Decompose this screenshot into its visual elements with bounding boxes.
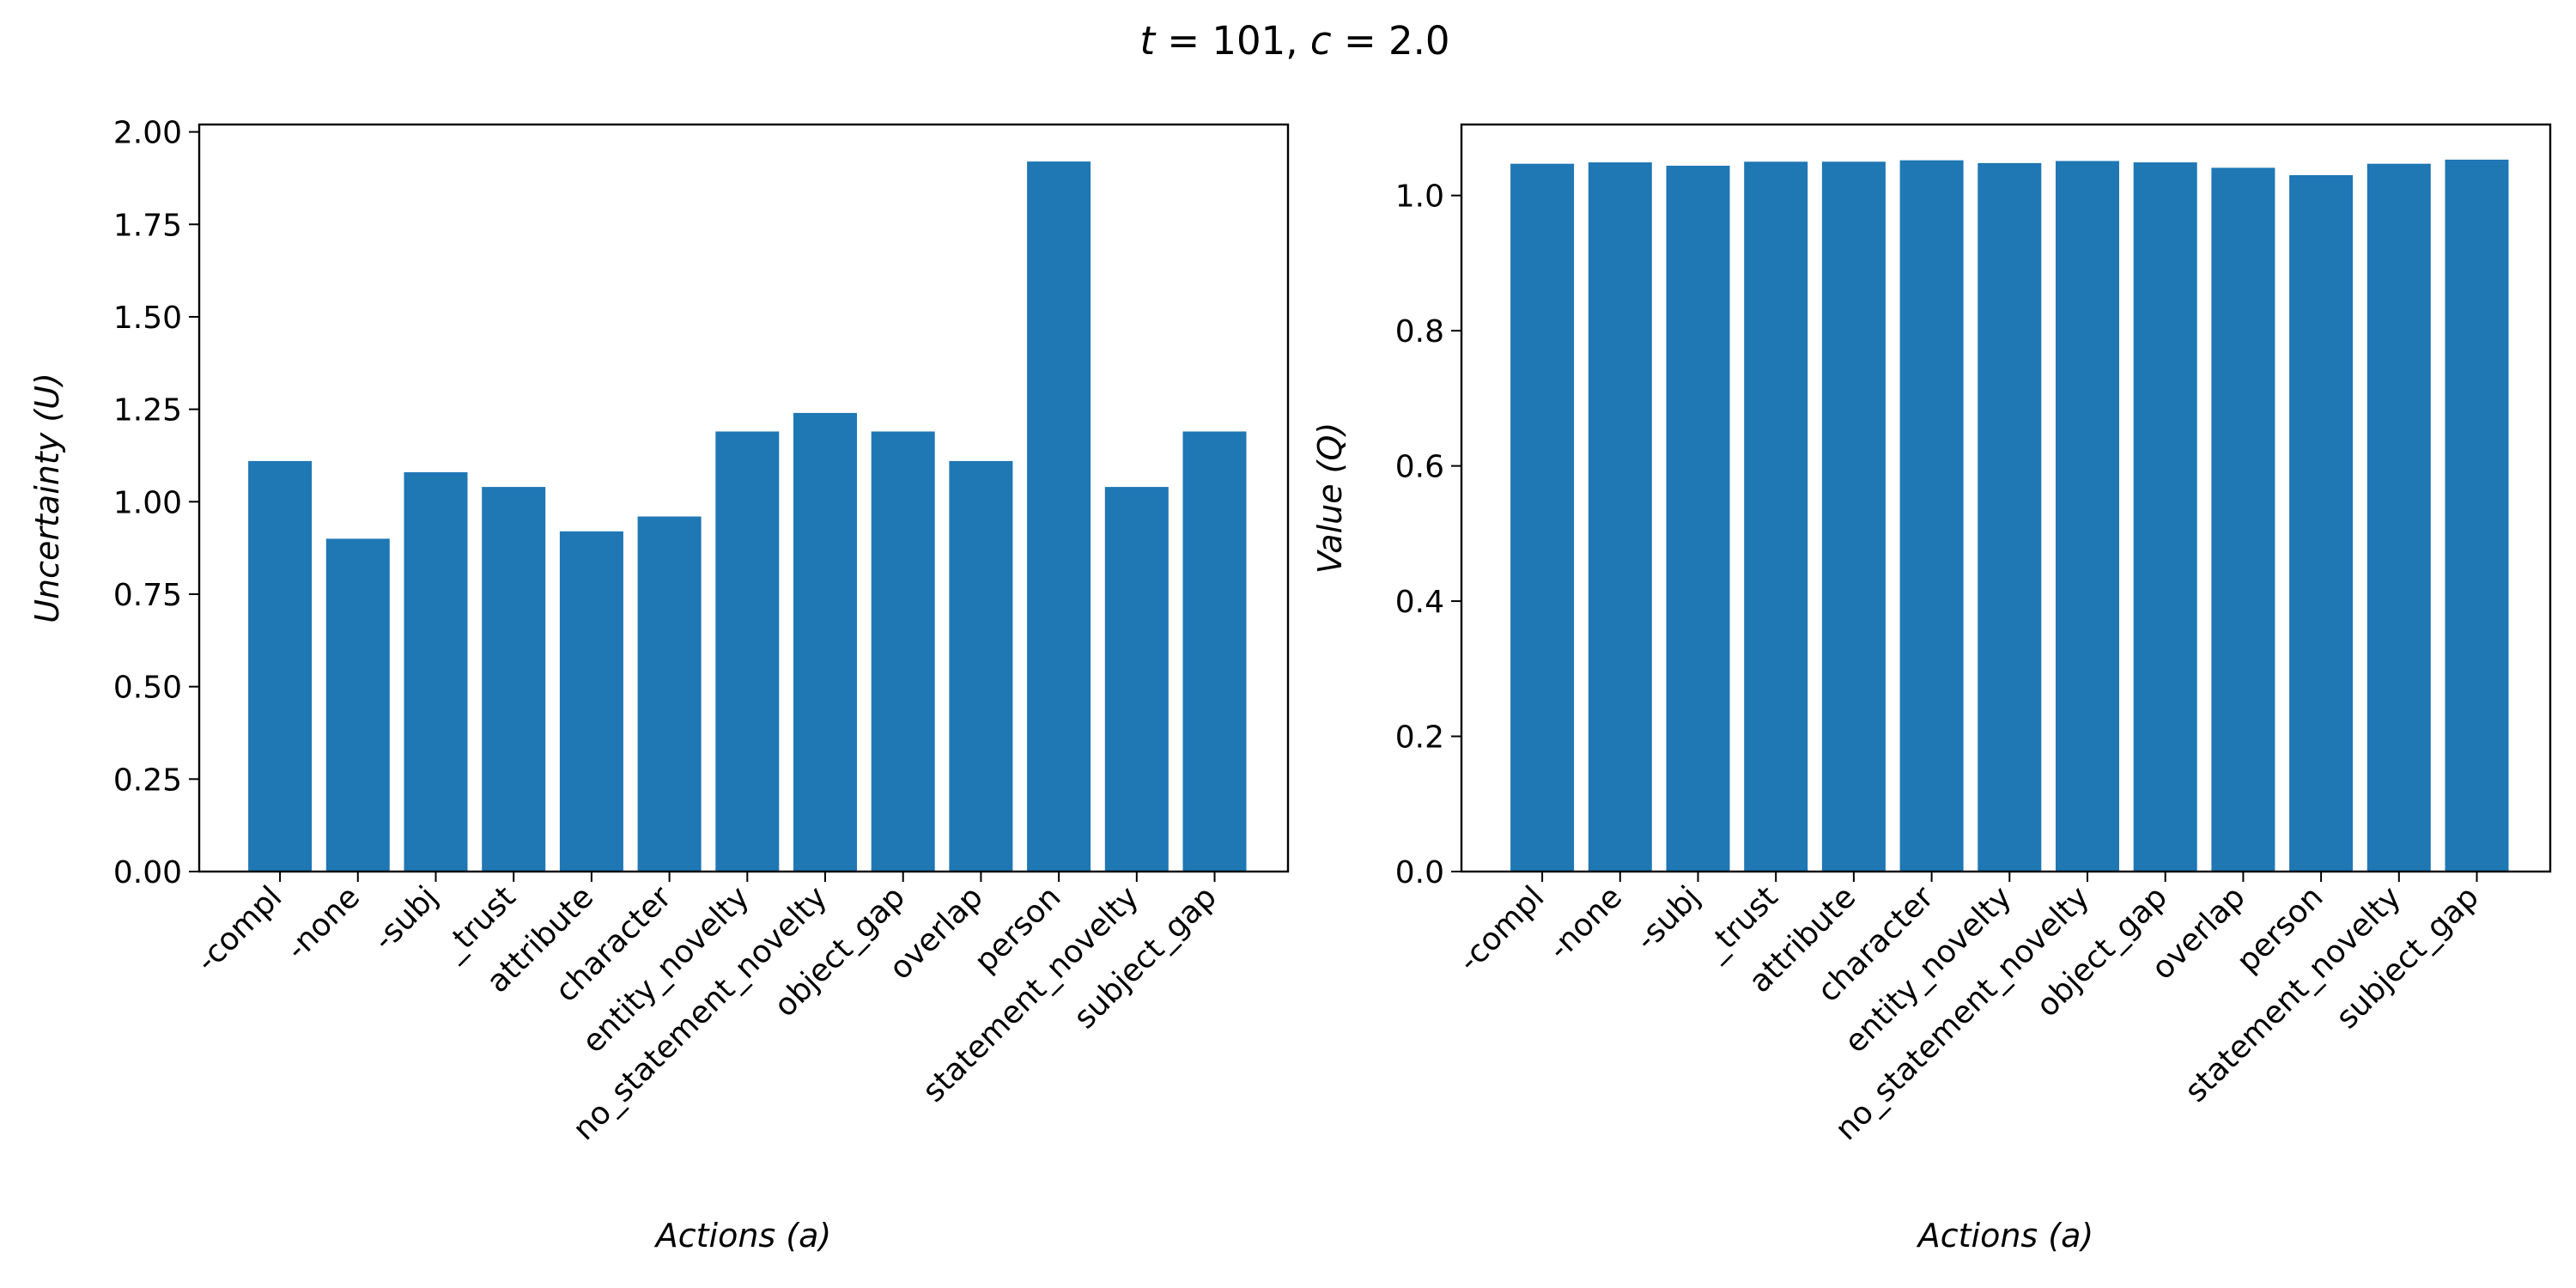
y-tick-label: 0.25 bbox=[113, 762, 182, 798]
bar-subj bbox=[1666, 166, 1730, 872]
bar-trust bbox=[1744, 161, 1808, 872]
bar-compl bbox=[248, 460, 313, 872]
y-tick-label: 1.75 bbox=[113, 208, 182, 243]
bar-overlap bbox=[2211, 167, 2275, 872]
bar-none bbox=[1588, 162, 1652, 872]
y-tick-label: 1.00 bbox=[113, 485, 182, 520]
y-tick-label: 0.0 bbox=[1395, 855, 1444, 890]
bar-character bbox=[637, 516, 702, 872]
x-tick-label-none: -none bbox=[279, 879, 367, 967]
bar-statement-novelty bbox=[2366, 163, 2431, 872]
y-tick-label: 0.50 bbox=[113, 671, 182, 706]
bar-subject-gap bbox=[1182, 431, 1247, 872]
value-panel: 0.00.20.40.60.81.0-compl-none -subj_trust… bbox=[1311, 123, 2552, 1255]
bar-trust bbox=[482, 487, 546, 872]
y-tick-label: 0.4 bbox=[1395, 585, 1444, 620]
x-tick-label-subj: -subj bbox=[367, 879, 445, 957]
bar-subj bbox=[404, 471, 468, 872]
bar-object-gap bbox=[871, 431, 935, 872]
bar-attribute bbox=[559, 531, 623, 872]
y-tick-label: 2.00 bbox=[113, 116, 182, 151]
x-tick-label-compl: -compl bbox=[1452, 879, 1552, 979]
x-axis-label: Actions (a) bbox=[653, 1217, 832, 1255]
y-axis-label: Uncertainty (U) bbox=[28, 373, 66, 623]
y-tick-label: 0.00 bbox=[113, 855, 182, 890]
y-axis-label: Value (Q) bbox=[1311, 422, 1349, 574]
bar-none bbox=[325, 538, 390, 872]
x-tick-label-none: -none bbox=[1541, 879, 1629, 967]
axes-frame bbox=[1460, 123, 2552, 873]
bar-character bbox=[1899, 160, 1964, 872]
x-tick-label-subj: -subj bbox=[1629, 879, 1707, 957]
bar-compl bbox=[1510, 163, 1575, 872]
uncertainty-panel: 0.00 0.25 0.50 0.75 1.00 1.25 1.50 1.75 2.00 -com… bbox=[28, 116, 1290, 1255]
x-axis-label: Actions (a) bbox=[1916, 1217, 2094, 1255]
bar-no-statement-novelty bbox=[793, 412, 857, 872]
figure-suptitle: t = 101, c = 2.0 bbox=[1139, 18, 1449, 64]
bar-person bbox=[1027, 161, 1091, 872]
bar-statement-novelty bbox=[1104, 487, 1169, 872]
bar-entity-novelty bbox=[1978, 162, 2042, 872]
y-tick-label: 0.6 bbox=[1395, 450, 1444, 485]
y-tick-label: 0.2 bbox=[1395, 720, 1444, 756]
bar-person bbox=[2289, 175, 2354, 872]
y-tick-label: 0.75 bbox=[113, 578, 182, 613]
y-tick-label: 0.8 bbox=[1395, 314, 1444, 349]
bar-overlap bbox=[949, 460, 1013, 872]
y-tick-label: 1.25 bbox=[113, 393, 182, 428]
y-tick-label: 1.50 bbox=[113, 301, 182, 336]
bar-attribute bbox=[1821, 161, 1886, 872]
bar-object-gap bbox=[2133, 162, 2197, 872]
y-tick-label: 1.0 bbox=[1395, 179, 1444, 215]
axes-frame bbox=[197, 123, 1290, 873]
bar-subject-gap bbox=[2445, 159, 2509, 872]
bar-no-statement-novelty bbox=[2056, 161, 2119, 872]
x-tick-label-compl: -compl bbox=[190, 879, 289, 979]
bar-entity-novelty bbox=[715, 431, 780, 872]
